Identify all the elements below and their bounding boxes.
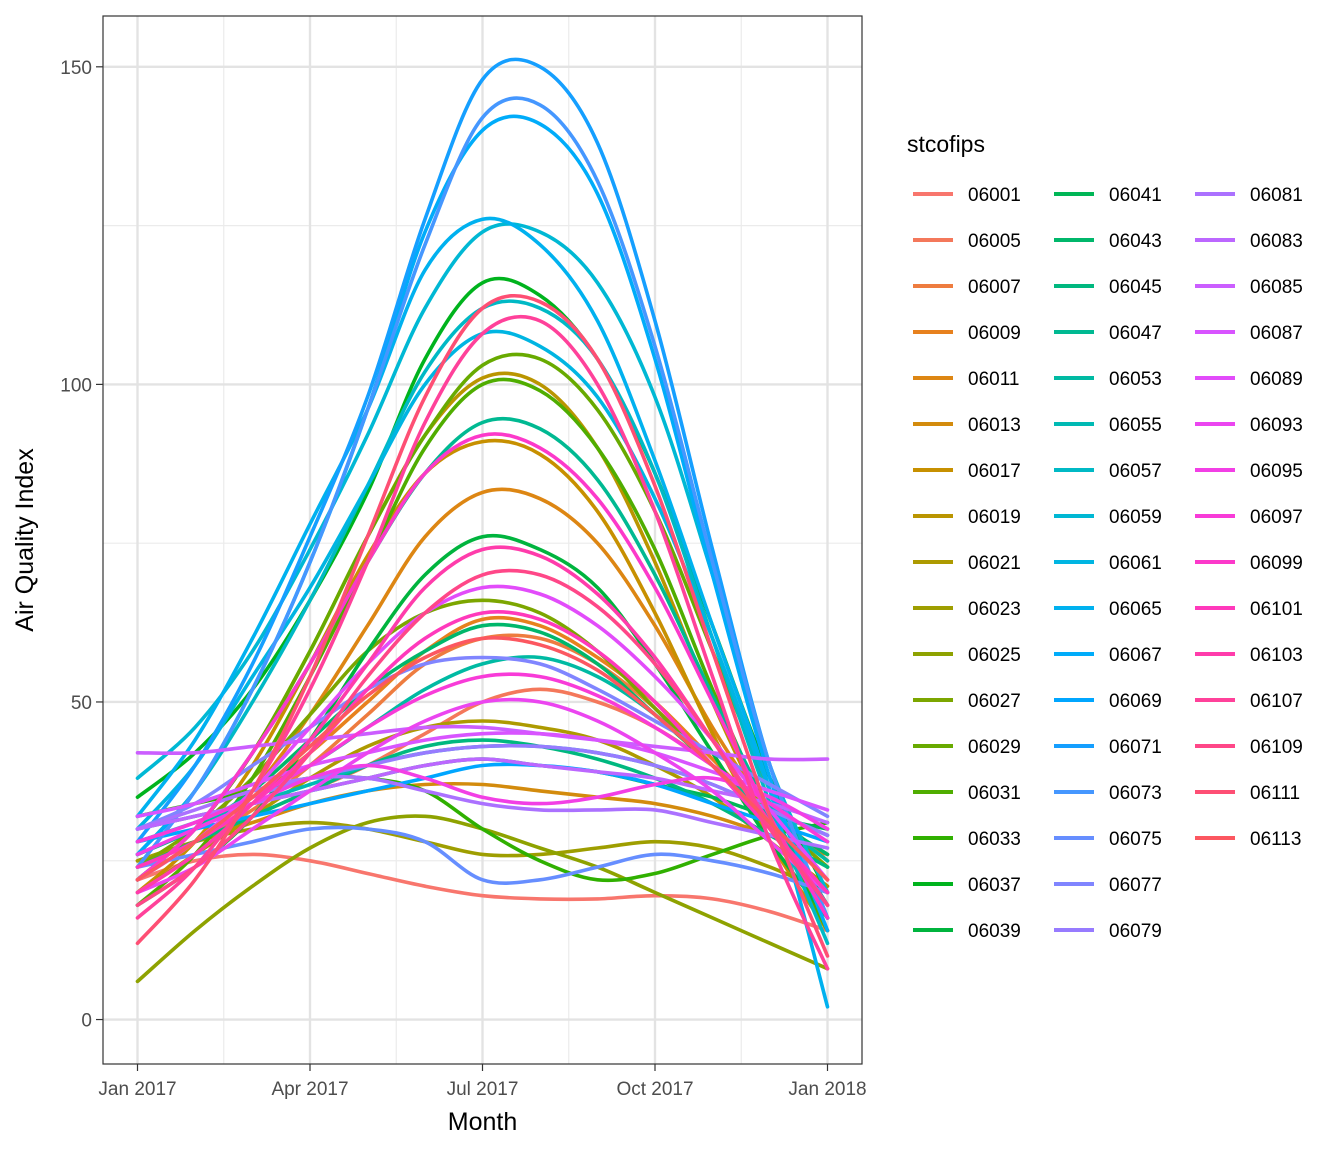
legend-label-06001: 06001 — [968, 185, 1021, 206]
legend-label-06073: 06073 — [1109, 783, 1162, 804]
legend-label-06007: 06007 — [968, 277, 1021, 298]
x-tick-label: Jul 2017 — [447, 1079, 519, 1100]
legend-label-06099: 06099 — [1250, 553, 1303, 574]
series-line-06065 — [135, 216, 830, 1009]
legend-label-06053: 06053 — [1109, 369, 1162, 390]
legend-label-06077: 06077 — [1109, 875, 1162, 896]
legend-label-06101: 06101 — [1250, 599, 1303, 620]
series-line-06013 — [135, 781, 830, 863]
legend-label-06083: 06083 — [1250, 231, 1303, 252]
legend-label-06067: 06067 — [1109, 645, 1162, 666]
legend-label-06061: 06061 — [1109, 553, 1162, 574]
legend-label-06043: 06043 — [1109, 231, 1162, 252]
legend-label-06029: 06029 — [968, 737, 1021, 758]
series-line-06075 — [135, 825, 830, 895]
series-line-06085 — [135, 724, 830, 762]
legend-label-06085: 06085 — [1250, 277, 1303, 298]
y-tick-label: 100 — [60, 375, 92, 396]
series-line-06071 — [135, 57, 830, 920]
legend-label-06059: 06059 — [1109, 507, 1162, 528]
legend-label-06023: 06023 — [968, 599, 1021, 620]
series-line-06111 — [135, 293, 830, 958]
x-tick-label: Apr 2017 — [271, 1079, 348, 1100]
x-tick-label: Oct 2017 — [616, 1079, 693, 1100]
legend-label-06039: 06039 — [968, 921, 1021, 942]
legend-label-06031: 06031 — [968, 783, 1021, 804]
axes: 0 50 100 150 Jan 2017 Apr 2017 Jul 2017 Oct 201… — [60, 58, 866, 1100]
legend-label-06009: 06009 — [968, 323, 1021, 344]
legend-label-06037: 06037 — [968, 875, 1021, 896]
legend-label-06025: 06025 — [968, 645, 1021, 666]
legend-label-06103: 06103 — [1250, 645, 1303, 666]
legend-label-06033: 06033 — [968, 829, 1021, 850]
legend-label-06097: 06097 — [1250, 507, 1303, 528]
series-line-06001 — [135, 852, 830, 933]
legend-label-06109: 06109 — [1250, 737, 1303, 758]
legend-label-06065: 06065 — [1109, 599, 1162, 620]
legend-label-06057: 06057 — [1109, 461, 1162, 482]
legend-label-06071: 06071 — [1109, 737, 1162, 758]
legend-label-06011: 06011 — [968, 369, 1019, 390]
y-tick-label: 50 — [71, 693, 92, 714]
series-line-06087 — [135, 731, 830, 819]
series-lines — [135, 57, 830, 1009]
legend-label-06047: 06047 — [1109, 323, 1162, 344]
legend-label-06093: 06093 — [1250, 415, 1303, 436]
legend-label-06081: 06081 — [1250, 185, 1303, 206]
legend-label-06041: 06041 — [1109, 185, 1162, 206]
legend-label-06027: 06027 — [968, 691, 1021, 712]
y-tick-label: 150 — [60, 58, 92, 79]
x-tick-label: Jan 2018 — [788, 1079, 866, 1100]
legend-label-06111: 06111 — [1250, 783, 1300, 804]
x-axis-title: Month — [448, 1108, 517, 1136]
legend: stcofips 06001 06005 06007 06009 06011 06013 0… — [907, 131, 1303, 942]
legend-label-06075: 06075 — [1109, 829, 1162, 850]
legend-label-06079: 06079 — [1109, 921, 1162, 942]
legend-label-06087: 06087 — [1250, 323, 1303, 344]
legend-label-06055: 06055 — [1109, 415, 1162, 436]
legend-label-06021: 06021 — [968, 553, 1021, 574]
legend-title: stcofips — [907, 131, 985, 157]
x-tick-label: Jan 2017 — [98, 1079, 176, 1100]
legend-label-06095: 06095 — [1250, 461, 1303, 482]
legend-label-06107: 06107 — [1250, 691, 1303, 712]
y-tick-label: 0 — [81, 1011, 92, 1032]
series-line-06099 — [135, 432, 830, 920]
series-line-06073 — [135, 96, 830, 920]
legend-label-06045: 06045 — [1109, 277, 1162, 298]
series-line-06109 — [135, 568, 830, 907]
y-axis-title: Air Quality Index — [11, 448, 39, 632]
legend-label-06019: 06019 — [968, 507, 1021, 528]
legend-label-06013: 06013 — [968, 415, 1021, 436]
legend-label-06089: 06089 — [1250, 369, 1303, 390]
legend-label-06005: 06005 — [968, 231, 1021, 252]
legend-label-06017: 06017 — [968, 461, 1021, 482]
legend-label-06113: 06113 — [1250, 829, 1301, 850]
series-line-06031 — [135, 377, 830, 933]
series-line-06093 — [135, 697, 830, 895]
legend-label-06069: 06069 — [1109, 691, 1162, 712]
series-line-06113 — [135, 635, 830, 882]
